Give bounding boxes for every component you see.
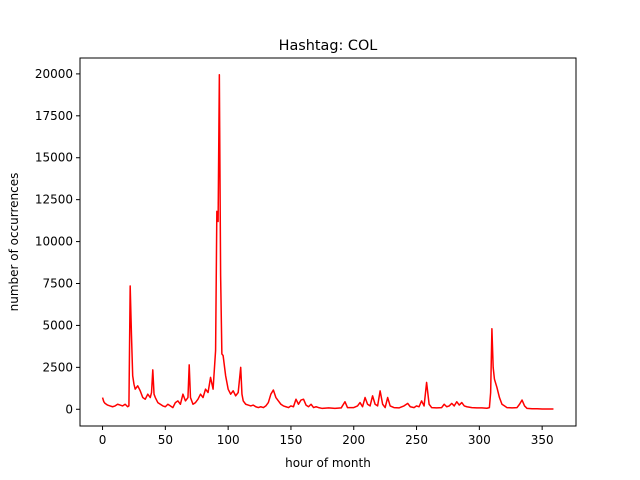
y-tick-label: 10000 [35,235,73,249]
data-line [101,73,554,410]
y-tick-label: 15000 [35,151,73,165]
x-tick-label: 300 [468,433,491,447]
y-tick-label: 0 [65,402,73,416]
y-tick-label: 12500 [35,193,73,207]
y-axis-label: number of occurrences [7,173,21,312]
y-tick-label: 2500 [42,360,73,374]
x-tick-label: 150 [279,433,302,447]
x-tick-label: 50 [158,433,173,447]
x-tick-label: 200 [342,433,365,447]
x-tick-label: 0 [99,433,107,447]
plot-frame [79,57,577,427]
y-tick-label: 5000 [42,318,73,332]
x-tick-label: 350 [531,433,554,447]
x-tick-label: 100 [217,433,240,447]
x-tick-label: 250 [405,433,428,447]
y-tick-label: 17500 [35,109,73,123]
y-tick-label: 7500 [42,277,73,291]
x-axis-label: hour of month [285,456,371,470]
chart-title: Hashtag: COL [279,38,378,54]
y-tick-label: 20000 [35,67,73,81]
